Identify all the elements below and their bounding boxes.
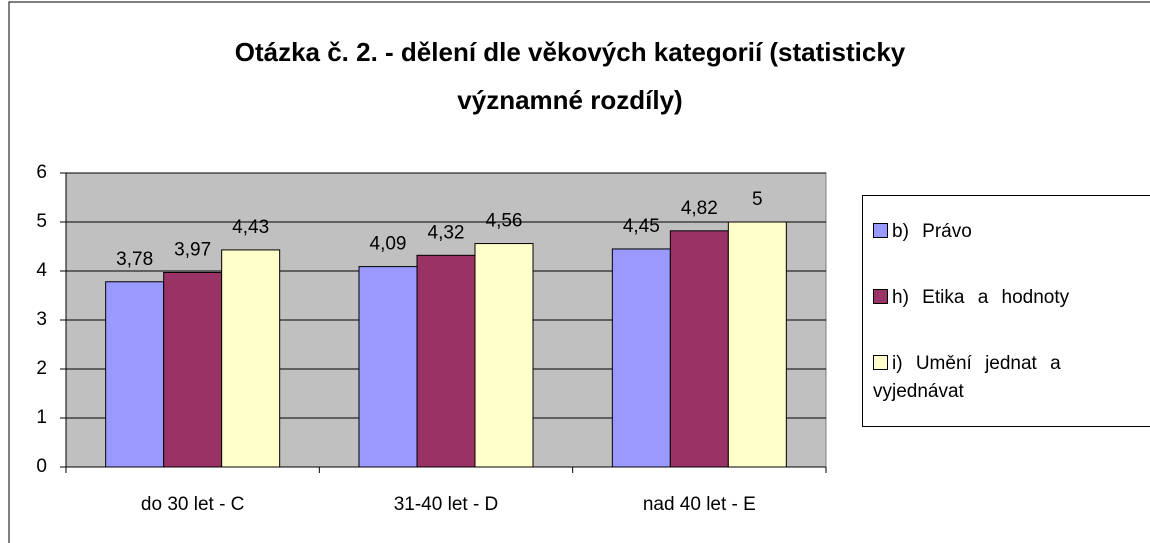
y-tick-label: 0 [36,456,47,477]
data-label: 4,09 [370,234,407,255]
legend-swatch [873,355,888,370]
legend-label: i) Umění jednat a vyjednávat [873,353,1061,402]
data-label: 4,56 [486,211,523,232]
bar [416,254,476,468]
legend-item: h) Etika a hodnoty [873,284,1150,312]
bar [358,266,418,468]
bar [105,281,165,468]
legend-swatch [873,289,888,304]
y-tick-label: 5 [36,211,47,232]
bar [727,221,787,468]
data-label: 3,78 [116,249,153,270]
bar [474,243,534,468]
chart-border [8,1,1150,543]
y-tick-label: 1 [36,407,47,428]
bar [669,230,729,468]
legend-swatch [873,223,888,238]
data-label: 4,43 [232,217,269,238]
data-label: 3,97 [174,239,211,260]
bar [611,248,671,468]
y-tick-label: 6 [36,162,47,183]
data-label: 4,32 [428,222,465,243]
x-tick-label: 31-40 let - D [394,494,499,515]
y-tick-label: 2 [36,358,47,379]
legend-label: h) Etika a hodnoty [892,287,1070,308]
bar [221,249,281,468]
bar [163,271,223,468]
data-label: 4,82 [681,198,718,219]
legend-label: b) Právo [892,221,972,242]
legend: b) Právo h) Etika a hodnoty i) Umění jedna… [862,195,1150,427]
chart-title: Otázka č. 2. - dělení dle věkových kateg… [234,37,906,115]
x-tick-label: do 30 let - C [141,494,245,515]
x-tick-label: nad 40 let - E [643,494,756,515]
data-label: 5 [752,189,763,210]
y-tick-label: 3 [36,309,47,330]
legend-item: i) Umění jednat a vyjednávat [873,350,1150,406]
y-tick-label: 4 [36,260,47,281]
data-label: 4,45 [623,216,660,237]
legend-item: b) Právo [873,218,1150,246]
